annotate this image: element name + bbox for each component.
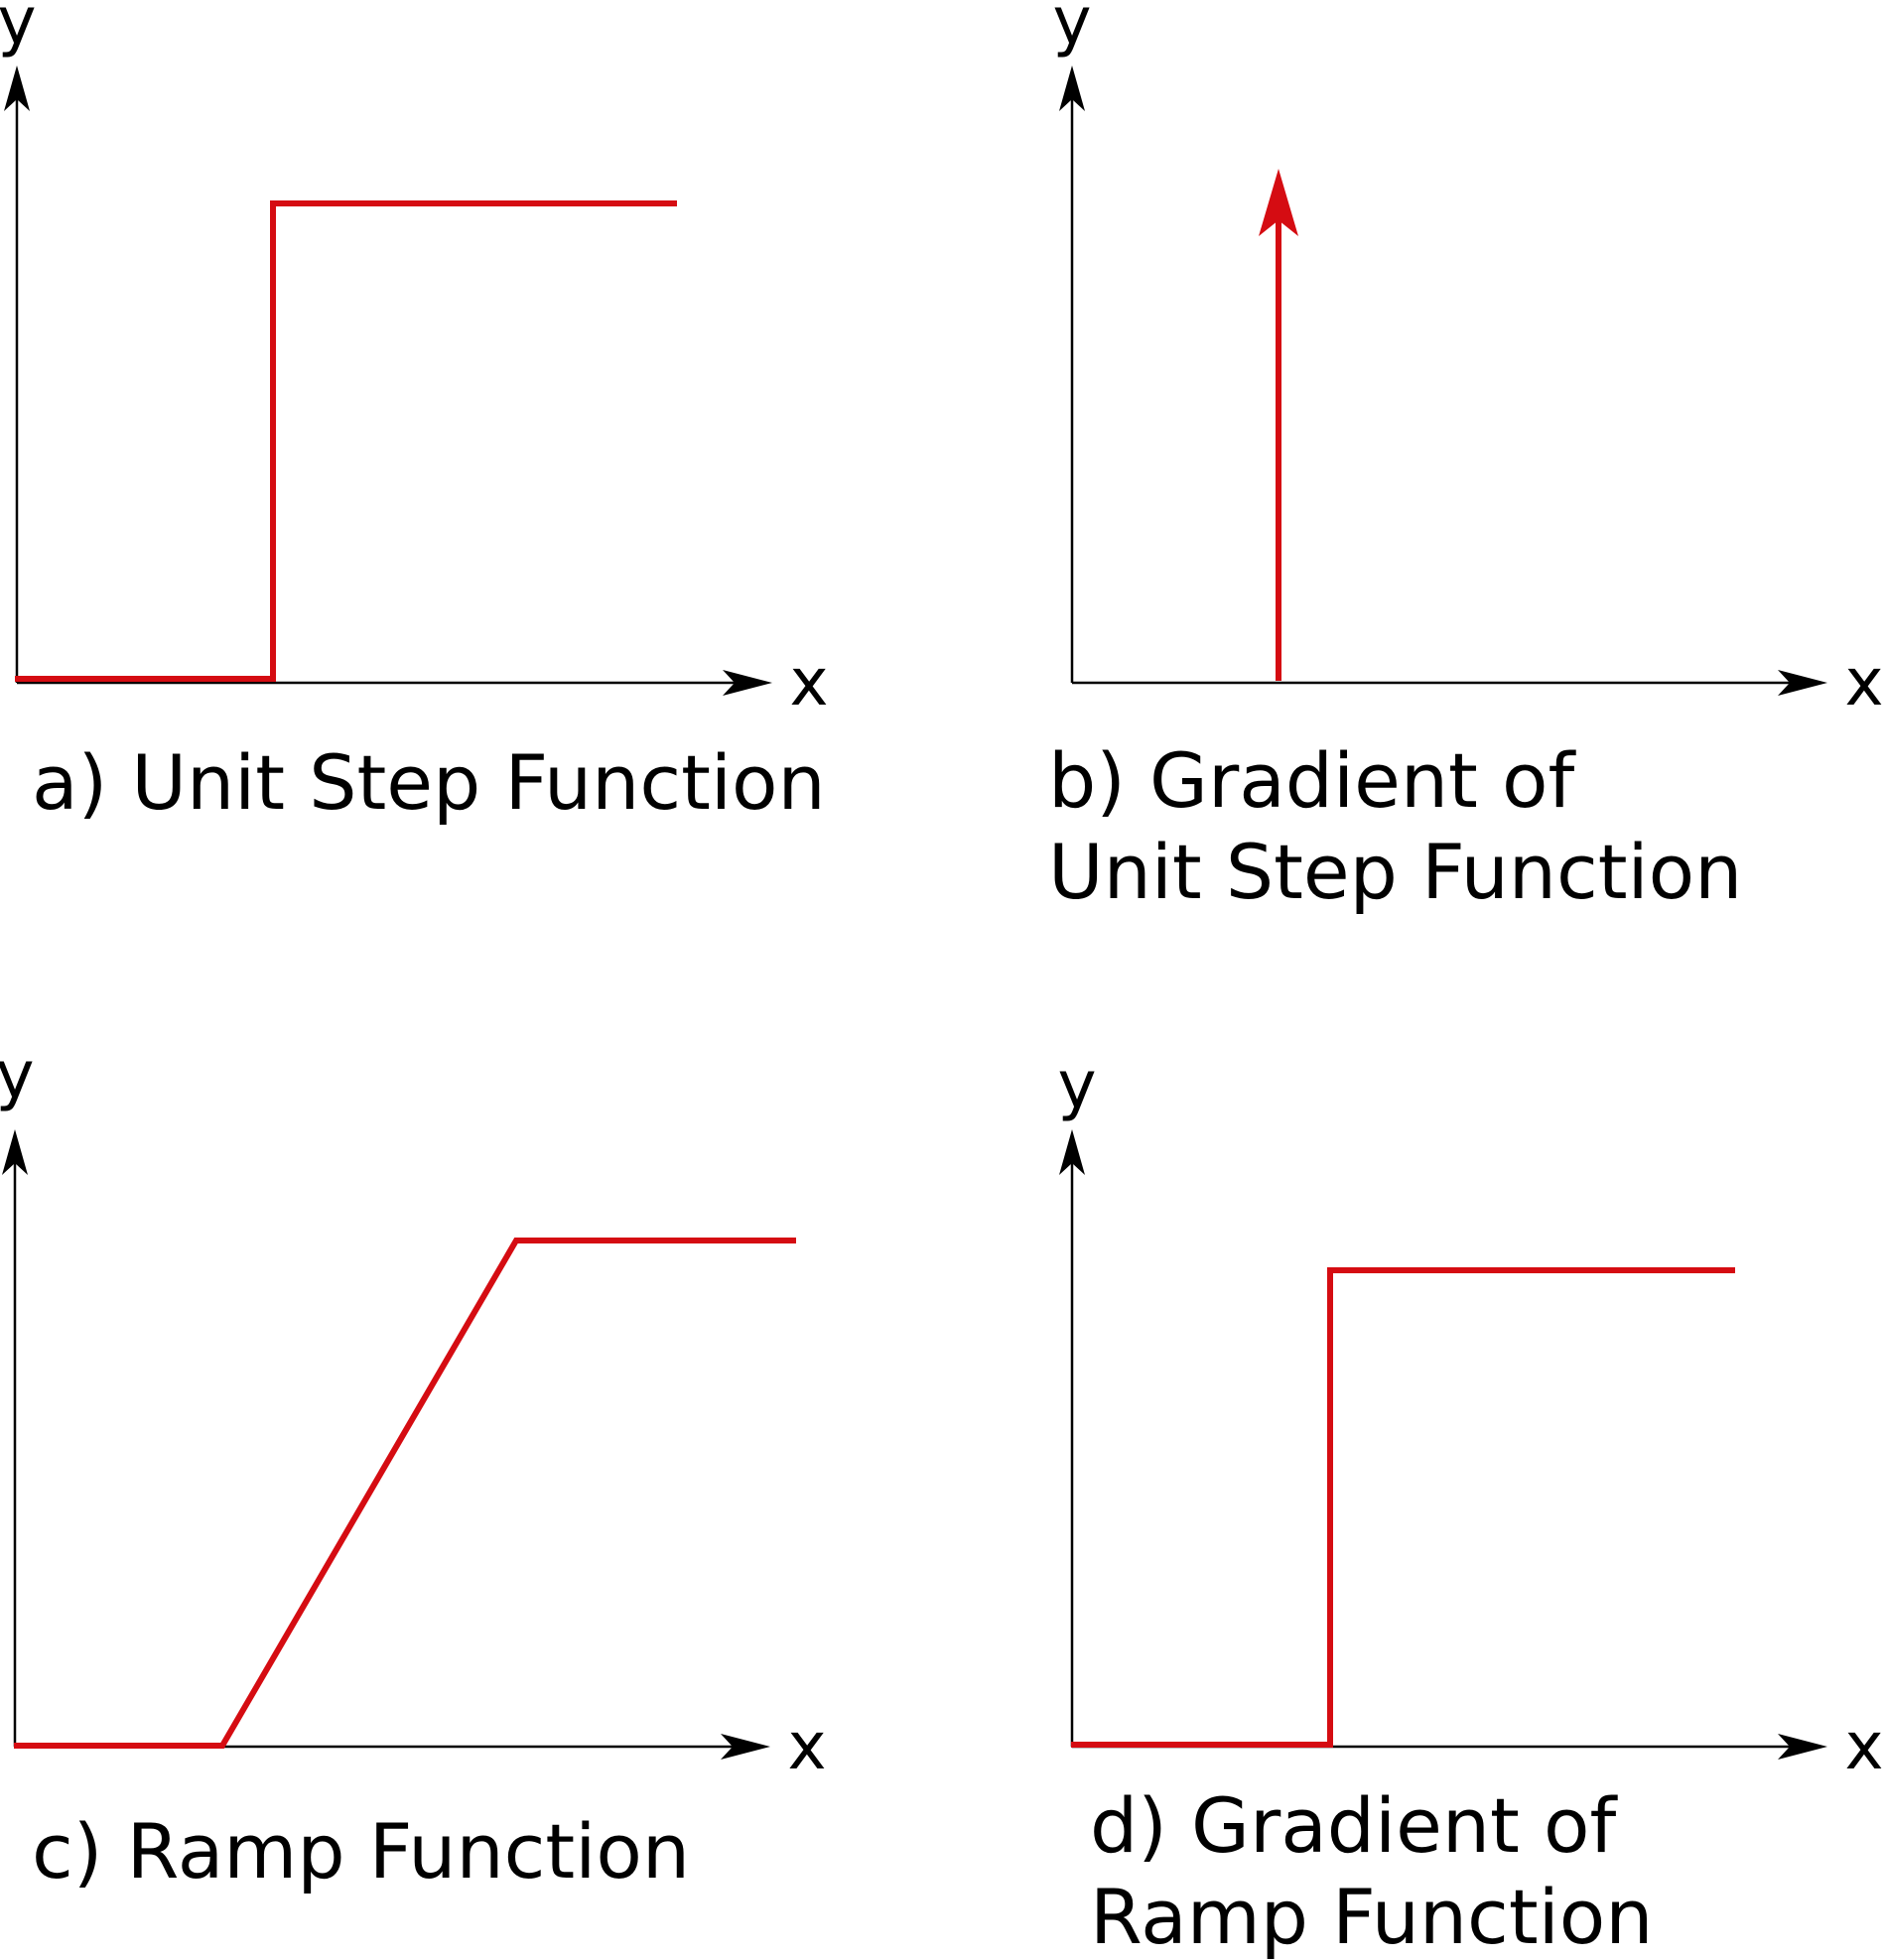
y-axis-arrowhead: [4, 65, 30, 111]
panel-caption: c) Ramp Function: [32, 1807, 690, 1895]
x-axis-label: x: [1844, 1708, 1883, 1784]
x-axis-label: x: [787, 1708, 826, 1784]
panel-d: y x d) Gradient of Ramp Function: [1057, 1047, 1883, 1960]
panel-caption: b) Gradient of Unit Step Function: [1048, 736, 1742, 916]
y-axis-arrowhead: [1059, 1129, 1085, 1175]
caption-line: b) Gradient of: [1048, 736, 1577, 825]
y-axis-arrowhead: [1059, 65, 1085, 111]
y-axis-arrowhead: [2, 1129, 28, 1175]
x-axis-arrowhead: [723, 670, 772, 696]
x-axis-label: x: [789, 644, 828, 720]
x-axis-arrowhead: [1778, 670, 1827, 696]
step-function-curve: [1071, 1267, 1735, 1748]
y-axis-label: y: [1057, 1047, 1096, 1123]
caption-line: Unit Step Function: [1048, 828, 1742, 916]
panel-a: y x a) Unit Step Function: [0, 0, 829, 827]
y-axis-label: y: [0, 0, 37, 60]
panel-caption: a) Unit Step Function: [32, 738, 826, 827]
x-axis-arrowhead: [721, 1734, 770, 1760]
y-axis-label: y: [0, 1037, 35, 1113]
ramp-function-curve: [14, 1238, 796, 1749]
caption-line: Ramp Function: [1090, 1873, 1653, 1960]
caption-line: a) Unit Step Function: [32, 738, 826, 827]
panel-b: y x b) Gradient of Unit Step Function: [1048, 0, 1884, 916]
panel-c: y x c) Ramp Function: [0, 1037, 827, 1895]
x-axis-arrowhead: [1778, 1734, 1827, 1760]
panel-caption: d) Gradient of Ramp Function: [1090, 1781, 1653, 1960]
caption-line: d) Gradient of: [1090, 1781, 1619, 1870]
impulse-arrowhead: [1259, 169, 1298, 236]
y-axis-label: y: [1052, 0, 1091, 60]
caption-line: c) Ramp Function: [32, 1807, 690, 1895]
x-axis-label: x: [1844, 644, 1883, 720]
step-function-curve: [15, 200, 677, 682]
